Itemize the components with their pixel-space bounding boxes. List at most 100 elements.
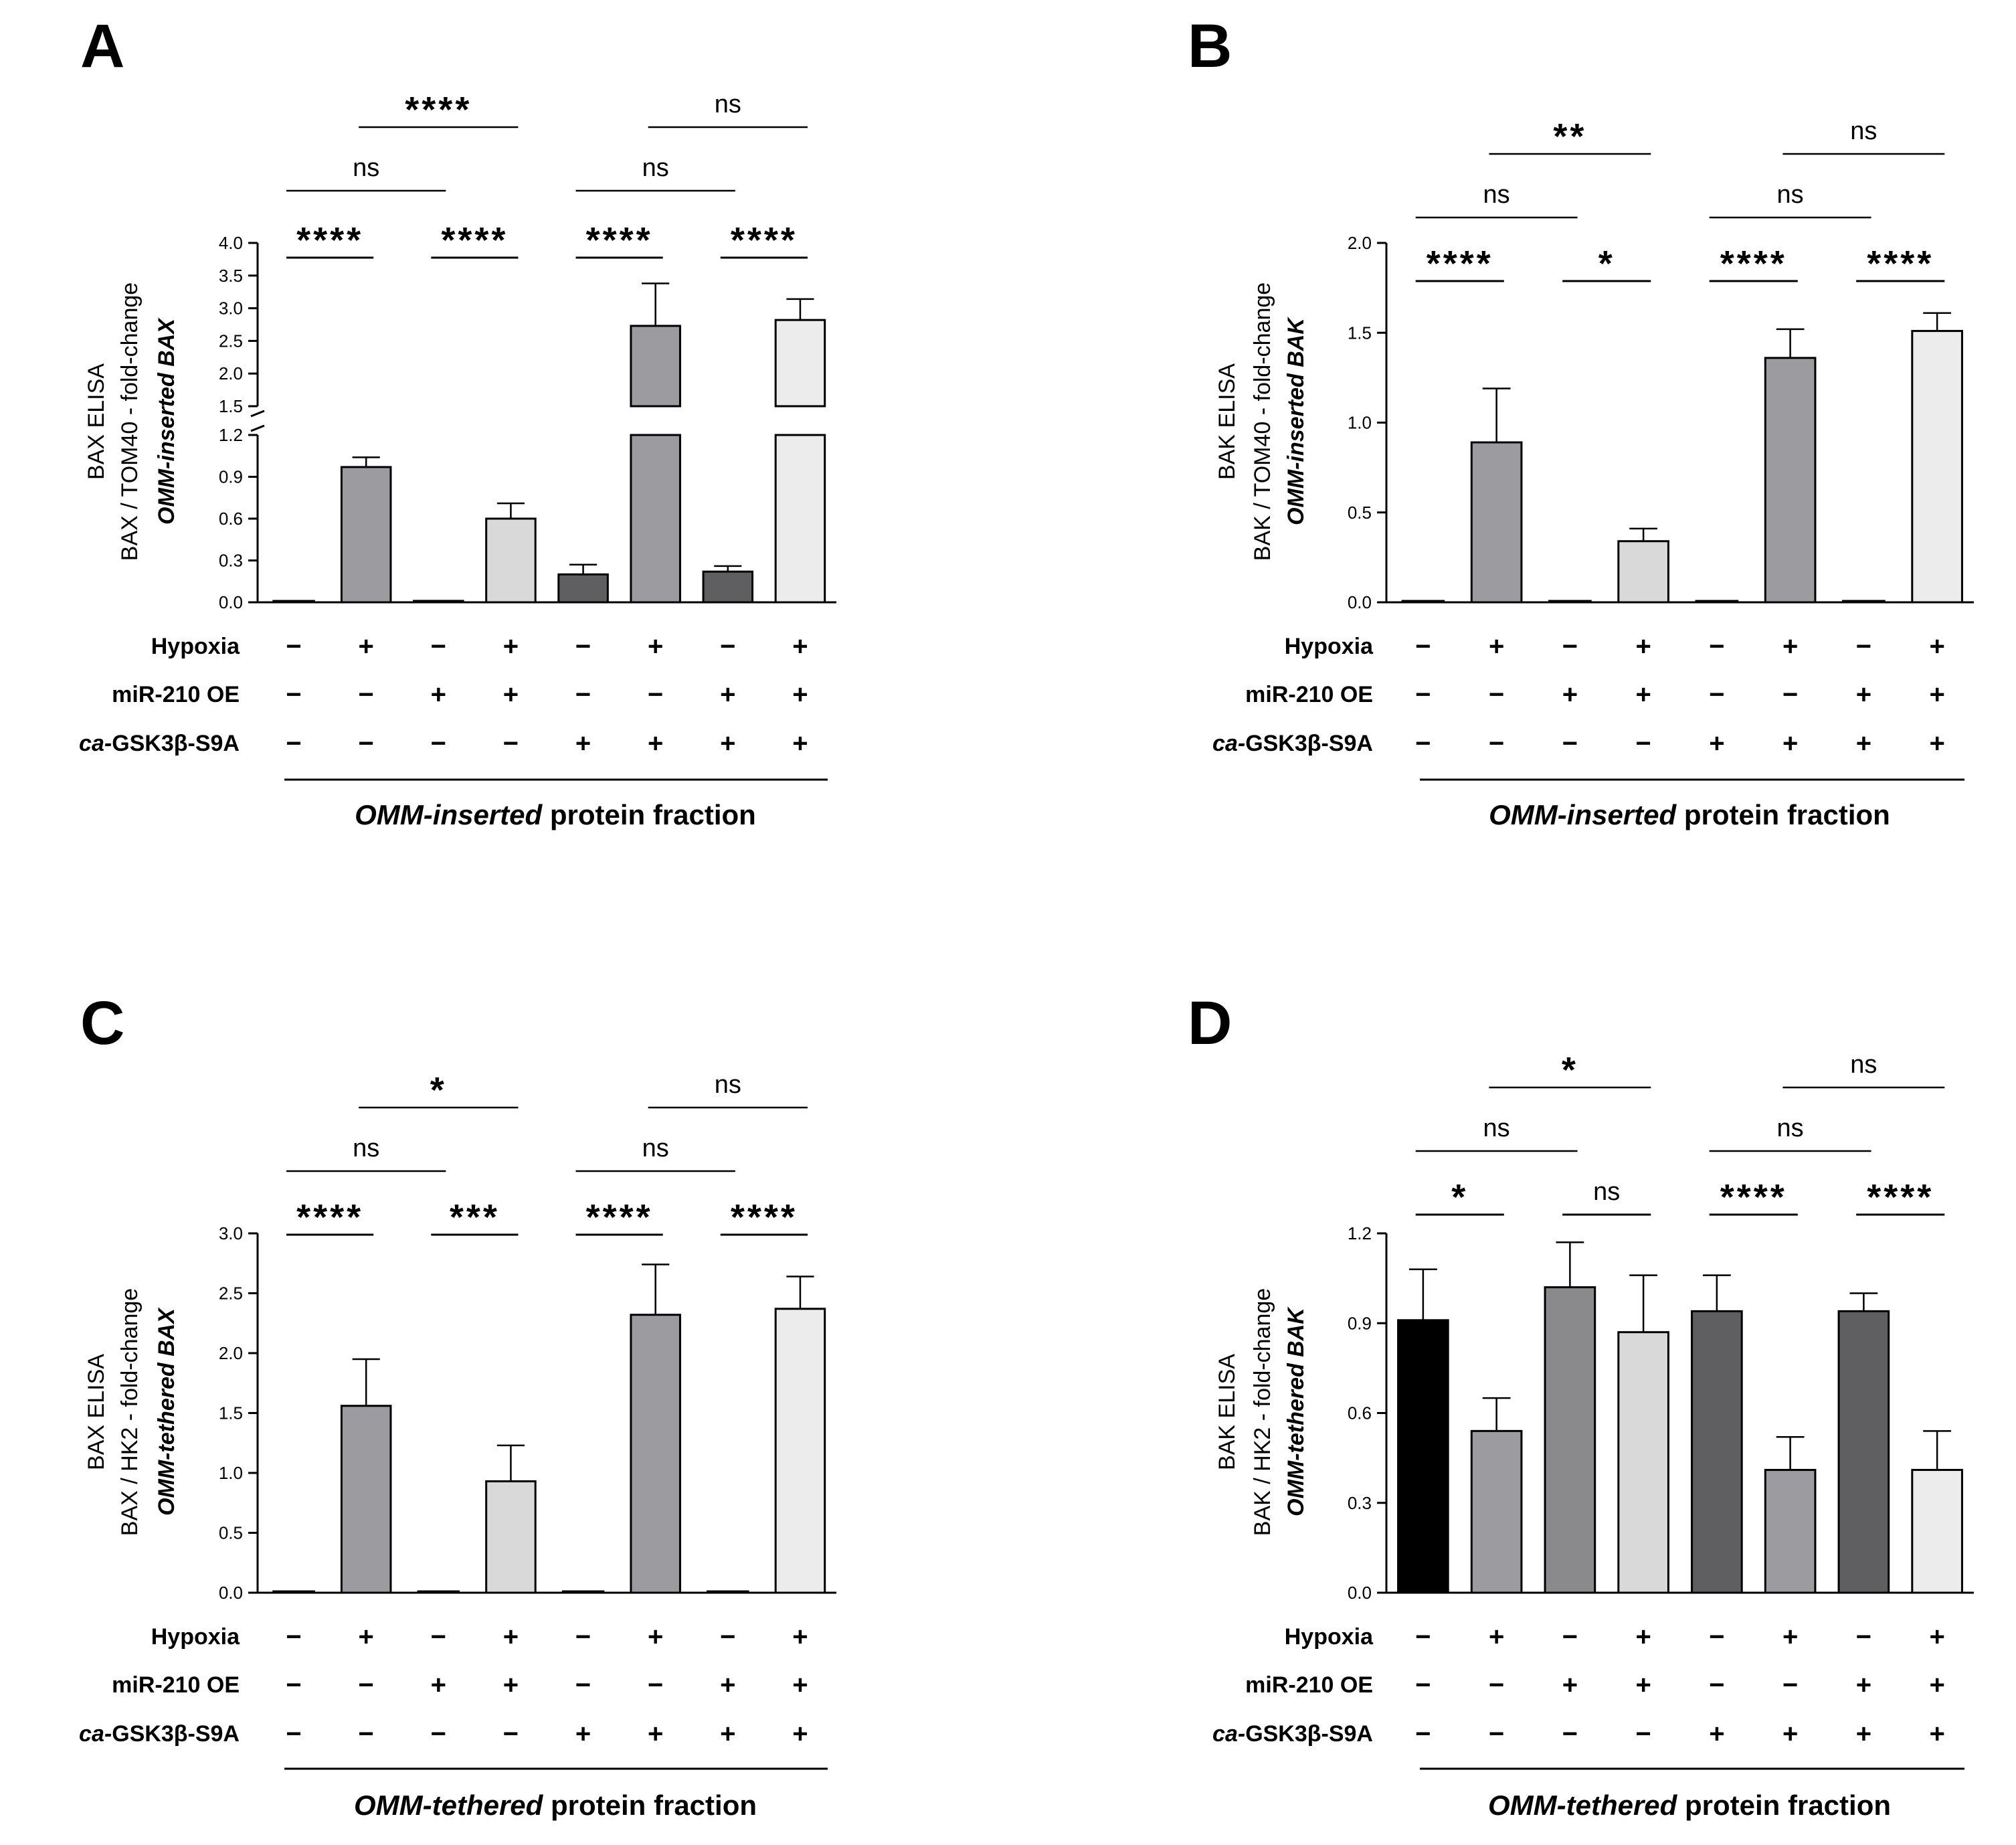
condition-sign: − [286,1622,301,1652]
y-axis-label: BAX ELISA [84,363,109,480]
condition-sign: − [1856,632,1871,661]
significance-label-ns: ns [1850,1051,1877,1079]
bar [1544,1286,1596,1594]
y-axis-label: OMM-tethered BAK [1283,1306,1309,1516]
row-label-mir210: miR-210 OE [1245,1672,1373,1698]
condition-sign: − [1489,680,1504,709]
condition-sign: − [1562,1719,1578,1749]
bar [1911,330,1963,604]
condition-sign: + [1856,1670,1871,1700]
condition-sign: + [1709,729,1724,758]
condition-sign: − [575,680,591,709]
condition-sign: + [648,1622,663,1652]
panel-letter: D [1188,989,1232,1057]
condition-sign: + [792,729,808,758]
y-tick-label: 0.0 [219,592,243,612]
x-axis-label: OMM-inserted protein fraction [355,799,756,830]
condition-sign: − [359,1670,374,1700]
y-axis-label: BAX / TOM40 - fold-change [117,282,143,561]
condition-sign: + [359,1622,374,1652]
condition-sign: + [1929,632,1944,661]
panel-letter: A [80,12,124,80]
condition-sign: − [648,680,663,709]
condition-sign: + [1562,1670,1578,1700]
condition-sign: + [1635,1670,1651,1700]
y-tick-label: 0.3 [219,551,243,571]
condition-sign: + [648,729,663,758]
row-label-mir210: miR-210 OE [1245,682,1373,707]
condition-sign: − [1562,729,1578,758]
significance-label-stars: * [1562,1050,1578,1090]
condition-sign: + [1782,632,1798,661]
condition-sign: + [1489,632,1504,661]
condition-sign: − [1415,1670,1431,1700]
y-tick-label: 0.0 [219,1583,243,1603]
significance-label-stars: **** [586,1197,653,1237]
bar [1691,1310,1743,1594]
significance-label-stars: **** [296,220,363,260]
row-label-prefix: ca- [79,1721,112,1747]
condition-sign: − [575,1670,591,1700]
x-axis-label: OMM-tethered protein fraction [354,1789,757,1821]
significance-label-ns: ns [1483,1114,1510,1142]
significance-label-stars: * [1451,1177,1468,1217]
panel-letter: C [80,989,124,1057]
x-axis-label-italic: OMM-inserted [355,799,543,830]
condition-sign: − [359,680,374,709]
condition-sign: + [1635,632,1651,661]
condition-sign: + [720,680,735,709]
condition-sign: + [720,1670,735,1700]
x-axis-label-rest: protein fraction [542,799,756,830]
y-tick-label: 0.9 [219,467,243,487]
condition-sign: − [1709,1622,1724,1652]
bar [1617,1331,1669,1594]
significance-label-ns: ns [642,154,669,182]
condition-sign: − [1856,1622,1871,1652]
condition-sign: + [792,1622,808,1652]
condition-sign: − [503,729,519,758]
condition-sign: + [1635,1622,1651,1652]
x-axis-label: OMM-tethered protein fraction [1488,1789,1891,1821]
condition-sign: + [648,632,663,661]
condition-sign: + [431,1670,446,1700]
condition-sign: − [431,1719,446,1749]
panel-letter: B [1188,12,1232,80]
significance-label-stars: **** [296,1197,363,1237]
bar [774,434,826,604]
condition-sign: + [720,1719,735,1749]
condition-sign: − [431,729,446,758]
condition-sign: − [1489,1719,1504,1749]
y-tick-label: 0.0 [1348,592,1372,612]
y-tick-label: 1.0 [1348,413,1372,433]
significance-label-stars: **** [1867,244,1934,284]
x-axis-label: OMM-inserted protein fraction [1489,799,1890,830]
y-axis-label: OMM-inserted BAK [1283,317,1309,525]
row-label-prefix: ca- [1212,731,1245,756]
row-label-hypoxia: Hypoxia [1285,1624,1374,1650]
axis-break-mark [250,424,265,432]
significance-label-ns: ns [353,1134,379,1162]
condition-sign: + [575,729,591,758]
x-axis-label-italic: OMM-tethered [1488,1789,1678,1821]
row-label-prefix: ca- [1212,1721,1245,1747]
condition-sign: − [648,1670,663,1700]
bar [630,1314,681,1594]
x-axis-label-rest: protein fraction [1676,799,1890,830]
condition-sign: + [1929,1670,1944,1700]
condition-sign: − [1415,1622,1431,1652]
bar [485,517,537,604]
condition-sign: + [359,632,374,661]
y-tick-label: 1.5 [1348,323,1372,343]
condition-sign: − [359,1719,374,1749]
row-label-hypoxia: Hypoxia [151,1624,240,1650]
condition-sign: + [1709,1719,1724,1749]
significance-label-ns: ns [1483,181,1510,209]
condition-sign: + [792,1670,808,1700]
chart-panel-a: A 0.0 0.3 0.6 0.9 1.2 1.5 2.0 2.5 3.0 3.5 4.0 BAX EL… [79,12,836,830]
row-label-gsk: ca-GSK3β-S9A [1212,1721,1373,1747]
condition-sign: + [1782,1719,1798,1749]
significance-label-stars: **** [1427,244,1493,284]
y-axis-label: BAK ELISA [1214,1354,1240,1470]
y-tick-label: 0.3 [1348,1493,1372,1513]
condition-sign: + [1929,729,1944,758]
